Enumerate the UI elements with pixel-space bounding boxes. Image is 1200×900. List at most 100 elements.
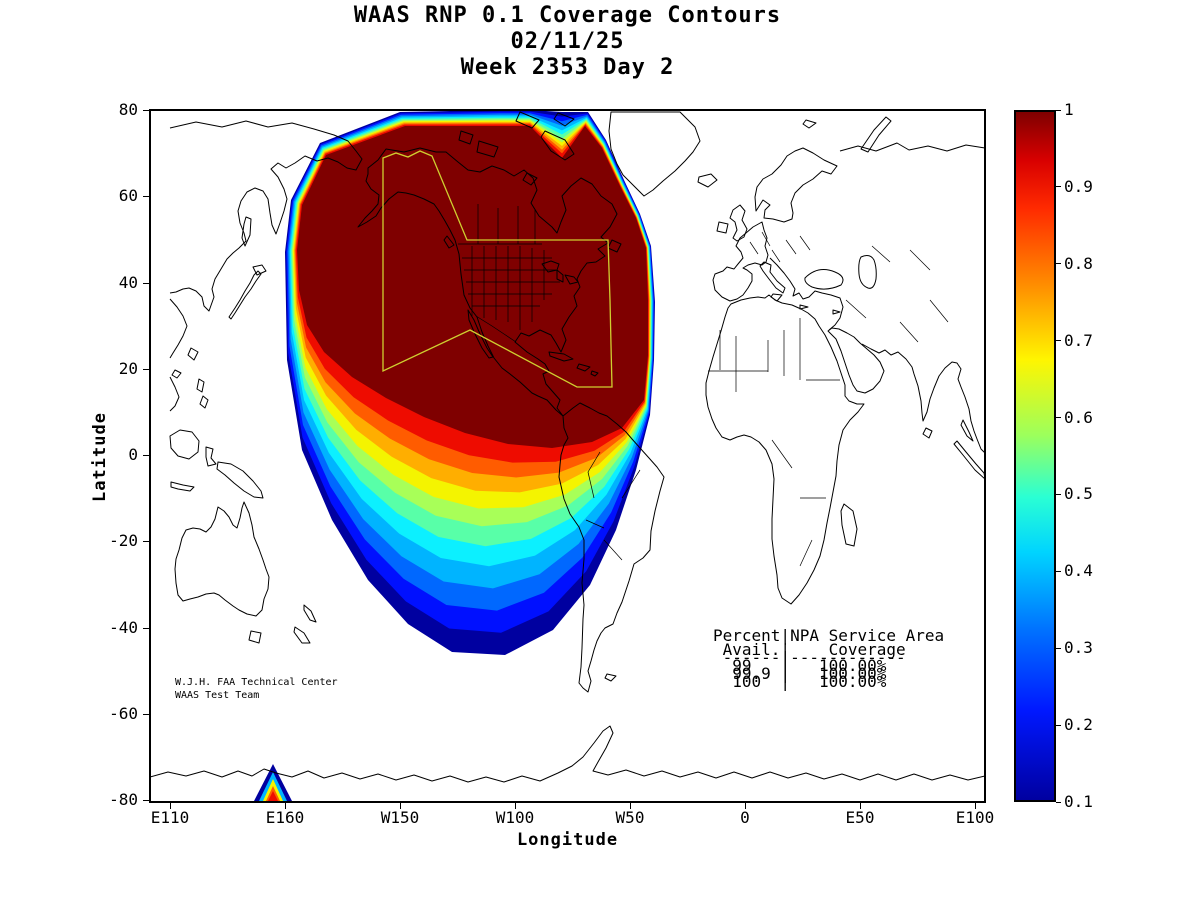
x-tick-label: E50 — [845, 808, 875, 827]
credit-line-1: W.J.H. FAA Technical Center — [175, 677, 338, 688]
africa-coast — [705, 294, 865, 605]
banks-island — [458, 130, 474, 145]
country-state-borders-layer — [458, 204, 949, 567]
y-tick-mark — [143, 282, 150, 284]
x-tick-label: W50 — [615, 808, 645, 827]
coastlines-layer — [150, 111, 985, 783]
y-tick-mark — [143, 368, 150, 370]
black-sea — [804, 269, 844, 290]
newfoundland — [607, 239, 622, 253]
chart-week-day: Week 2353 Day 2 — [460, 55, 675, 80]
italy — [759, 261, 786, 294]
y-tick-label: 60 — [118, 186, 138, 205]
world-map-plot — [149, 109, 986, 803]
y-tick-label: 0 — [128, 445, 138, 464]
vietnam-coast-fragment — [169, 376, 180, 412]
madagascar — [840, 503, 858, 547]
europe-borders — [749, 231, 811, 263]
sakhalin — [241, 216, 252, 247]
java-fragment — [170, 481, 195, 492]
colorbar-tick-label: 0.2 — [1064, 715, 1093, 735]
chart-date: 02/11/25 — [510, 29, 625, 54]
borneo-fragment — [169, 429, 200, 460]
taiwan — [187, 347, 199, 361]
greenland-coast — [608, 111, 701, 197]
antarctica-coast — [150, 725, 985, 783]
asia-borders — [845, 245, 949, 343]
caspian-sea — [858, 255, 877, 289]
sumatra-fragment — [953, 440, 985, 480]
arabian-peninsula — [827, 327, 885, 394]
x-tick-label: W100 — [495, 808, 535, 827]
sulawesi — [205, 446, 217, 467]
falkland-islands — [604, 673, 617, 682]
x-axis-title: Longitude — [516, 830, 619, 850]
credit-annotation: W.J.H. FAA Technical Center WAAS Test Te… — [175, 676, 338, 702]
colorbar-tick-label: 0.6 — [1064, 407, 1093, 427]
balkans-turkey-coast — [769, 257, 844, 331]
hokkaido — [252, 264, 267, 276]
y-tick-mark — [143, 109, 150, 111]
x-tick-label: E110 — [150, 808, 190, 827]
x-tick-mark — [514, 802, 516, 809]
stats-row: 99 | 100.00% — [713, 656, 887, 675]
russia-arctic-coast — [839, 142, 985, 152]
scandinavia-coast — [754, 147, 838, 223]
japan — [228, 270, 262, 320]
y-tick-label: -40 — [109, 618, 138, 637]
chart-title: WAAS RNP 0.1 Coverage Contours — [353, 3, 782, 28]
colorbar-tick-mark — [1056, 109, 1061, 111]
colorbar-tick-mark — [1056, 263, 1061, 265]
colorbar-tick-label: 0.8 — [1064, 253, 1093, 273]
stats-subheader: ------|------------ — [713, 648, 906, 667]
tasmania — [248, 630, 262, 644]
colorbar-tick-label: 0.5 — [1064, 484, 1093, 504]
africa-borders — [708, 318, 840, 567]
npa-service-area-outline — [382, 150, 613, 388]
y-tick-mark — [143, 540, 150, 542]
philippines — [196, 378, 209, 409]
y-tick-mark — [143, 195, 150, 197]
colorbar-tick-label: 0.7 — [1064, 330, 1093, 350]
crete — [799, 304, 809, 310]
hispaniola — [576, 363, 591, 372]
credit-line-2: WAAS Test Team — [175, 690, 260, 701]
new-guinea — [216, 461, 264, 499]
baja-peninsula — [467, 309, 494, 359]
northeast-asia-coast — [169, 120, 363, 312]
colorbar-tick-label: 0.1 — [1064, 792, 1093, 811]
vancouver-island — [443, 235, 455, 249]
x-tick-mark — [169, 802, 171, 809]
ellesmere-island — [515, 111, 540, 129]
x-tick-mark — [744, 802, 746, 809]
cyprus — [832, 309, 841, 315]
colorbar-tick-label: 0.9 — [1064, 176, 1093, 196]
y-tick-label: -80 — [109, 790, 138, 809]
cuba — [548, 351, 574, 362]
iceland — [697, 173, 718, 188]
south-america-borders — [585, 451, 641, 561]
x-tick-mark — [284, 802, 286, 809]
x-tick-mark — [859, 802, 861, 809]
colorbar-tick-label: 0.4 — [1064, 561, 1093, 581]
y-tick-mark — [143, 713, 150, 715]
devon-island — [553, 112, 575, 127]
ireland — [716, 221, 729, 234]
malay-peninsula — [960, 419, 974, 442]
y-tick-label: 40 — [118, 273, 138, 292]
new-zealand — [293, 604, 317, 644]
antarctic-peak-contour-4 — [268, 791, 278, 801]
south-asia-coast — [861, 343, 985, 454]
great-britain — [729, 204, 748, 242]
north-america-coast — [357, 147, 618, 417]
western-europe-coast — [712, 221, 769, 302]
stats-row: 99.9 | 100.00% — [713, 664, 887, 683]
y-tick-mark — [143, 799, 150, 801]
puerto-rico — [590, 370, 599, 377]
x-tick-label: W150 — [380, 808, 420, 827]
plot-frame — [149, 109, 986, 803]
colorbar-tick-mark — [1056, 417, 1061, 419]
south-america-coast — [558, 402, 665, 693]
colorbar — [1014, 110, 1056, 802]
southampton-island — [522, 172, 538, 186]
